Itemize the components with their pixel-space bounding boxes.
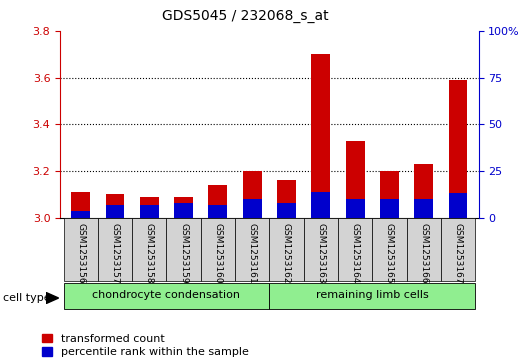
Bar <box>243 199 262 218</box>
Text: GSM1253167: GSM1253167 <box>453 223 462 284</box>
Bar <box>166 218 201 281</box>
Text: remaining limb cells: remaining limb cells <box>316 290 429 300</box>
Bar <box>277 203 296 218</box>
Bar <box>64 218 98 281</box>
Text: GSM1253159: GSM1253159 <box>179 223 188 284</box>
Bar <box>243 171 262 218</box>
Bar <box>106 195 124 218</box>
Bar <box>441 218 475 281</box>
Legend: transformed count, percentile rank within the sample: transformed count, percentile rank withi… <box>42 334 249 358</box>
Bar <box>71 192 90 218</box>
Bar <box>132 218 166 281</box>
Bar <box>140 205 159 218</box>
Text: GSM1253161: GSM1253161 <box>248 223 257 284</box>
Bar <box>372 218 406 281</box>
Text: GDS5045 / 232068_s_at: GDS5045 / 232068_s_at <box>163 9 329 23</box>
Bar <box>269 283 475 309</box>
Bar <box>174 203 193 218</box>
Text: GSM1253160: GSM1253160 <box>213 223 222 284</box>
Text: GSM1253156: GSM1253156 <box>76 223 85 284</box>
Bar <box>380 199 399 218</box>
Text: GSM1253165: GSM1253165 <box>385 223 394 284</box>
Bar <box>346 141 365 218</box>
Bar <box>311 192 330 218</box>
Bar <box>277 180 296 218</box>
Bar <box>98 218 132 281</box>
Bar <box>201 218 235 281</box>
Bar <box>174 197 193 218</box>
Bar <box>406 218 441 281</box>
Bar <box>380 171 399 218</box>
Bar <box>140 197 159 218</box>
Bar <box>414 164 433 218</box>
Bar <box>106 205 124 218</box>
Text: GSM1253162: GSM1253162 <box>282 223 291 284</box>
Bar <box>269 218 304 281</box>
Bar <box>209 185 228 218</box>
Bar <box>338 218 372 281</box>
Bar <box>71 211 90 218</box>
Polygon shape <box>46 292 59 304</box>
Bar <box>304 218 338 281</box>
Text: GSM1253157: GSM1253157 <box>110 223 120 284</box>
Bar <box>414 199 433 218</box>
Bar <box>64 283 269 309</box>
Text: cell type: cell type <box>3 293 50 303</box>
Text: chondrocyte condensation: chondrocyte condensation <box>93 290 241 300</box>
Text: GSM1253158: GSM1253158 <box>145 223 154 284</box>
Bar <box>235 218 269 281</box>
Bar <box>311 54 330 218</box>
Text: GSM1253163: GSM1253163 <box>316 223 325 284</box>
Bar <box>449 80 468 218</box>
Text: GSM1253166: GSM1253166 <box>419 223 428 284</box>
Bar <box>346 199 365 218</box>
Bar <box>449 193 468 218</box>
Bar <box>209 205 228 218</box>
Text: GSM1253164: GSM1253164 <box>350 223 360 284</box>
